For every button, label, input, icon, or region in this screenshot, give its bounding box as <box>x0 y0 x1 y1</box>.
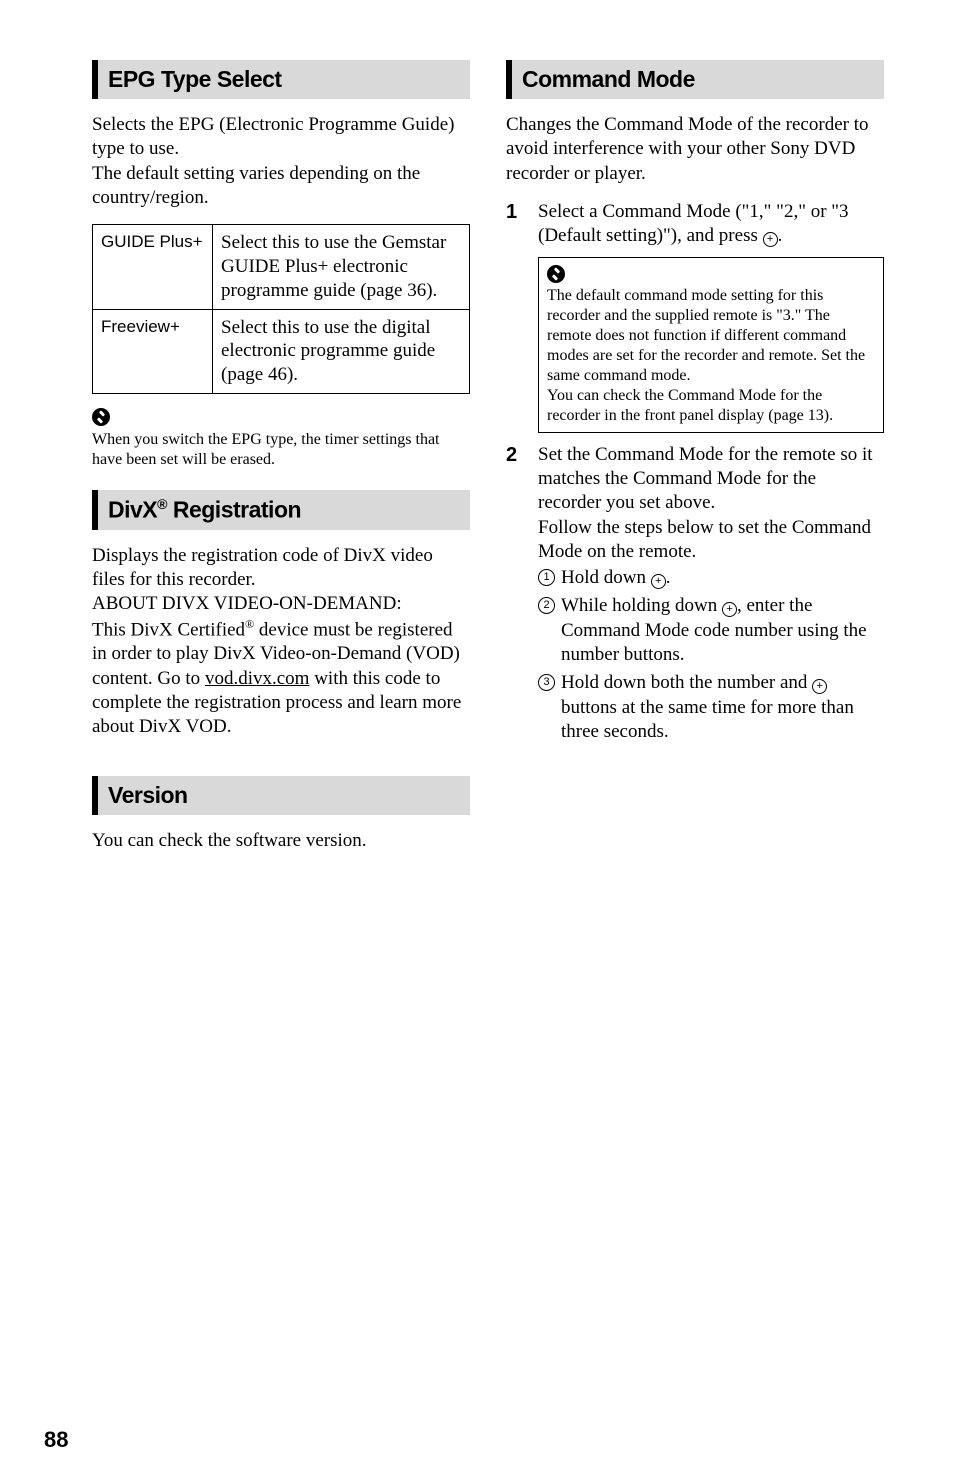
step1-text-a: Select a Command Mode ("1," "2," or "3 (… <box>538 201 849 246</box>
epg-row2-desc: Select this to use the digital electroni… <box>213 309 470 393</box>
divx-title-pre: DivX <box>108 497 157 523</box>
enter-icon: + <box>722 602 737 617</box>
epg-intro: Selects the EPG (Electronic Programme Gu… <box>92 113 470 210</box>
epg-table: GUIDE Plus+ Select this to use the Gemst… <box>92 224 470 394</box>
sub3-pre: Hold down both the number and <box>561 672 812 693</box>
epg-row2-label: Freeview+ <box>93 309 213 393</box>
sub1-pre: Hold down <box>561 567 651 588</box>
step1-note-p2: You can check the Command Mode for the r… <box>547 386 875 426</box>
section-command-title: Command Mode <box>506 60 884 99</box>
sub-item: 2 While holding down +, enter the Comman… <box>538 594 884 667</box>
note-icon <box>92 408 110 426</box>
epg-row1-label: GUIDE Plus+ <box>93 225 213 309</box>
divx-body3sup: ® <box>245 617 254 631</box>
table-row: Freeview+ Select this to use the digital… <box>93 309 470 393</box>
sub-item: 1 Hold down +. <box>538 566 884 590</box>
step2-text: Set the Command Mode for the remote so i… <box>538 443 884 516</box>
divx-body1: Displays the registration code of DivX v… <box>92 544 470 593</box>
sub-item: 3 Hold down both the number and + button… <box>538 671 884 744</box>
circled-1-icon: 1 <box>538 569 555 586</box>
step-num-2: 2 <box>506 443 524 749</box>
note-icon <box>547 265 565 283</box>
divx-body2: ABOUT DIVX VIDEO-ON-DEMAND: <box>92 592 470 616</box>
sub1-post: . <box>666 567 671 588</box>
sub3-post: buttons at the same time for more than t… <box>561 697 854 742</box>
step-item: 2 Set the Command Mode for the remote so… <box>506 443 884 749</box>
command-steps: 1 Select a Command Mode ("1," "2," or "3… <box>506 200 884 748</box>
enter-icon: + <box>651 574 666 589</box>
step2-sublist: 1 Hold down +. 2 While holding down +, e… <box>538 566 884 744</box>
command-intro: Changes the Command Mode of the recorder… <box>506 113 884 186</box>
step1-text-b: . <box>778 225 783 246</box>
section-epg-title: EPG Type Select <box>92 60 470 99</box>
enter-icon: + <box>763 232 778 247</box>
sub2-pre: While holding down <box>561 595 722 616</box>
enter-icon: + <box>812 679 827 694</box>
divx-title-sup: ® <box>157 496 167 512</box>
step1-note-box: The default command mode setting for thi… <box>538 257 884 433</box>
page-number: 88 <box>44 1427 68 1453</box>
epg-row1-desc: Select this to use the Gemstar GUIDE Plu… <box>213 225 470 309</box>
section-version-title: Version <box>92 776 470 815</box>
divx-link: vod.divx.com <box>205 668 310 689</box>
circled-2-icon: 2 <box>538 597 555 614</box>
step-num-1: 1 <box>506 200 524 433</box>
step2-follow: Follow the steps below to set the Comman… <box>538 516 884 565</box>
table-row: GUIDE Plus+ Select this to use the Gemst… <box>93 225 470 309</box>
divx-body3: This DivX Certified® device must be regi… <box>92 617 470 740</box>
divx-body3a: This DivX Certified <box>92 619 245 640</box>
step1-note-p1: The default command mode setting for thi… <box>547 286 875 386</box>
section-divx-title: DivX® Registration <box>92 490 470 530</box>
version-body: You can check the software version. <box>92 829 470 853</box>
epg-note: When you switch the EPG type, the timer … <box>92 430 470 470</box>
step-item: 1 Select a Command Mode ("1," "2," or "3… <box>506 200 884 433</box>
divx-title-post: Registration <box>167 497 301 523</box>
circled-3-icon: 3 <box>538 674 555 691</box>
